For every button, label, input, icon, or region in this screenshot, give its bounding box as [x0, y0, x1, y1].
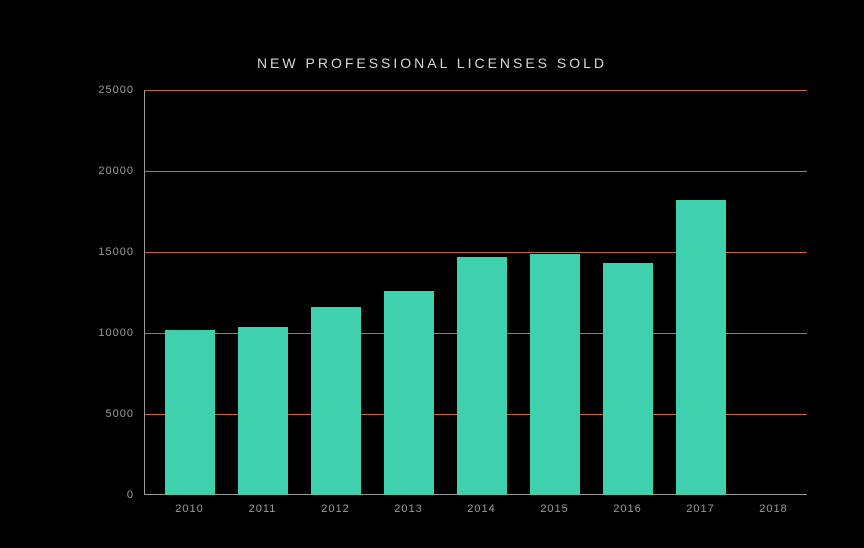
- x-tick-label: 2015: [540, 495, 568, 515]
- y-tick-label: 20000: [98, 165, 144, 177]
- x-tick-label: 2012: [321, 495, 349, 515]
- plot-area: 0500010000150002000025000201020112012201…: [144, 90, 807, 495]
- x-tick-label: 2013: [394, 495, 422, 515]
- gridline: [144, 90, 807, 91]
- licenses-bar-chart: NEW PROFESSIONAL LICENSES SOLD 050001000…: [0, 0, 864, 548]
- x-tick-label: 2018: [759, 495, 787, 515]
- bar-2014: [457, 257, 507, 495]
- bar-2016: [603, 263, 653, 495]
- x-tick-label: 2010: [175, 495, 203, 515]
- y-tick-label: 5000: [106, 408, 144, 420]
- bar-2010: [165, 330, 215, 495]
- bar-2012: [311, 307, 361, 495]
- x-tick-label: 2016: [613, 495, 641, 515]
- y-tick-label: 15000: [98, 246, 144, 258]
- y-axis: [144, 90, 145, 495]
- bar-2011: [238, 327, 288, 495]
- y-tick-label: 25000: [98, 84, 144, 96]
- x-tick-label: 2011: [249, 495, 277, 515]
- gridline: [144, 171, 807, 172]
- bar-2013: [384, 291, 434, 495]
- bar-2017: [676, 200, 726, 495]
- y-tick-label: 10000: [98, 327, 144, 339]
- bar-2015: [530, 254, 580, 495]
- y-tick-label: 0: [127, 489, 144, 501]
- chart-title: NEW PROFESSIONAL LICENSES SOLD: [0, 55, 864, 71]
- x-tick-label: 2014: [467, 495, 495, 515]
- x-tick-label: 2017: [686, 495, 714, 515]
- bar-2018: [749, 171, 799, 495]
